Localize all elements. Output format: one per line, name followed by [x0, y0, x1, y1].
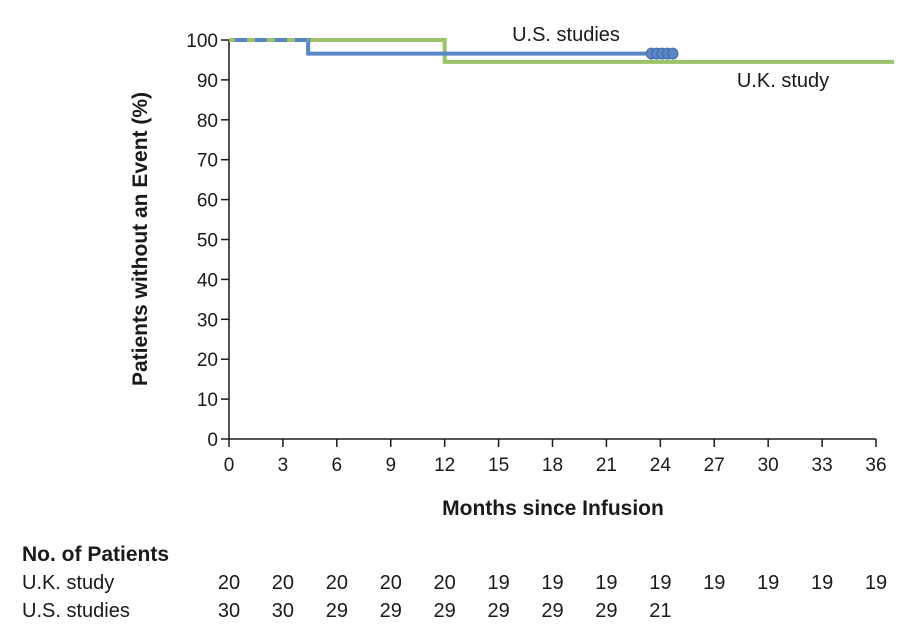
y-tick-label: 50: [197, 231, 218, 252]
x-tick-label: 15: [488, 455, 509, 476]
risk-cell: 19: [865, 572, 887, 594]
risk-cell: 30: [218, 600, 240, 622]
y-tick-label: 90: [197, 71, 218, 92]
y-tick-label: 0: [207, 430, 218, 451]
risk-cell: 29: [434, 600, 456, 622]
series-label-us: U.S. studies: [512, 24, 620, 46]
risk-cell: 30: [272, 600, 294, 622]
x-tick-label: 18: [542, 455, 563, 476]
risk-cell: 20: [380, 572, 402, 594]
x-tick-label: 21: [596, 455, 617, 476]
series-label-uk: U.K. study: [737, 70, 829, 92]
risk-cell: 29: [595, 600, 617, 622]
risk-row-label: U.K. study: [22, 572, 114, 594]
y-tick-label: 70: [197, 151, 218, 172]
x-tick-label: 33: [812, 455, 833, 476]
y-tick-label: 40: [197, 270, 218, 291]
y-tick-label: 60: [197, 191, 218, 212]
y-tick-label: 100: [186, 31, 218, 52]
risk-cell: 21: [649, 600, 671, 622]
x-tick-label: 24: [650, 455, 672, 476]
risk-row-label: U.S. studies: [22, 600, 130, 622]
censor-mark: [667, 47, 679, 60]
y-axis: 0 10 20 30 40 50 60 70 80 90 100: [186, 31, 230, 451]
risk-cell: 19: [595, 572, 617, 594]
risk-cell: 20: [272, 572, 294, 594]
x-tick-label: 3: [278, 455, 289, 476]
x-axis-title: Months since Infusion: [442, 497, 664, 520]
risk-cell: 19: [649, 572, 671, 594]
risk-cell: 19: [487, 572, 509, 594]
x-axis: 0 3 6 9 12 15 18 21 24 27 30 33 36: [224, 438, 887, 476]
x-tick-label: 30: [758, 455, 779, 476]
x-tick-label: 9: [385, 455, 396, 476]
risk-cell: 19: [811, 572, 833, 594]
y-tick-label: 30: [197, 310, 218, 331]
risk-cell: 19: [541, 572, 563, 594]
y-tick-label: 20: [197, 350, 218, 371]
x-tick-label: 36: [865, 455, 886, 476]
risk-cell: 20: [326, 572, 348, 594]
series-line-uk: [229, 38, 894, 64]
x-tick-label: 0: [224, 455, 235, 476]
x-tick-label: 27: [704, 455, 725, 476]
y-axis-title: Patients without an Event (%): [129, 92, 152, 386]
risk-cell: 19: [757, 572, 779, 594]
risk-cell: 19: [703, 572, 725, 594]
risk-cell: 29: [487, 600, 509, 622]
series-layer: [229, 38, 894, 64]
risk-cell: 29: [380, 600, 402, 622]
risk-cell: 20: [434, 572, 456, 594]
risk-cell: 20: [218, 572, 240, 594]
risk-cell: 29: [541, 600, 563, 622]
y-tick-label: 80: [197, 111, 218, 132]
risk-cell: 29: [326, 600, 348, 622]
risk-table-title: No. of Patients: [22, 543, 169, 566]
x-tick-label: 12: [434, 455, 455, 476]
risk-table: No. of Patients U.K. study 20 20 20 20 20 19 19…: [22, 543, 887, 622]
y-tick-label: 10: [197, 390, 218, 411]
x-tick-label: 6: [332, 455, 343, 476]
